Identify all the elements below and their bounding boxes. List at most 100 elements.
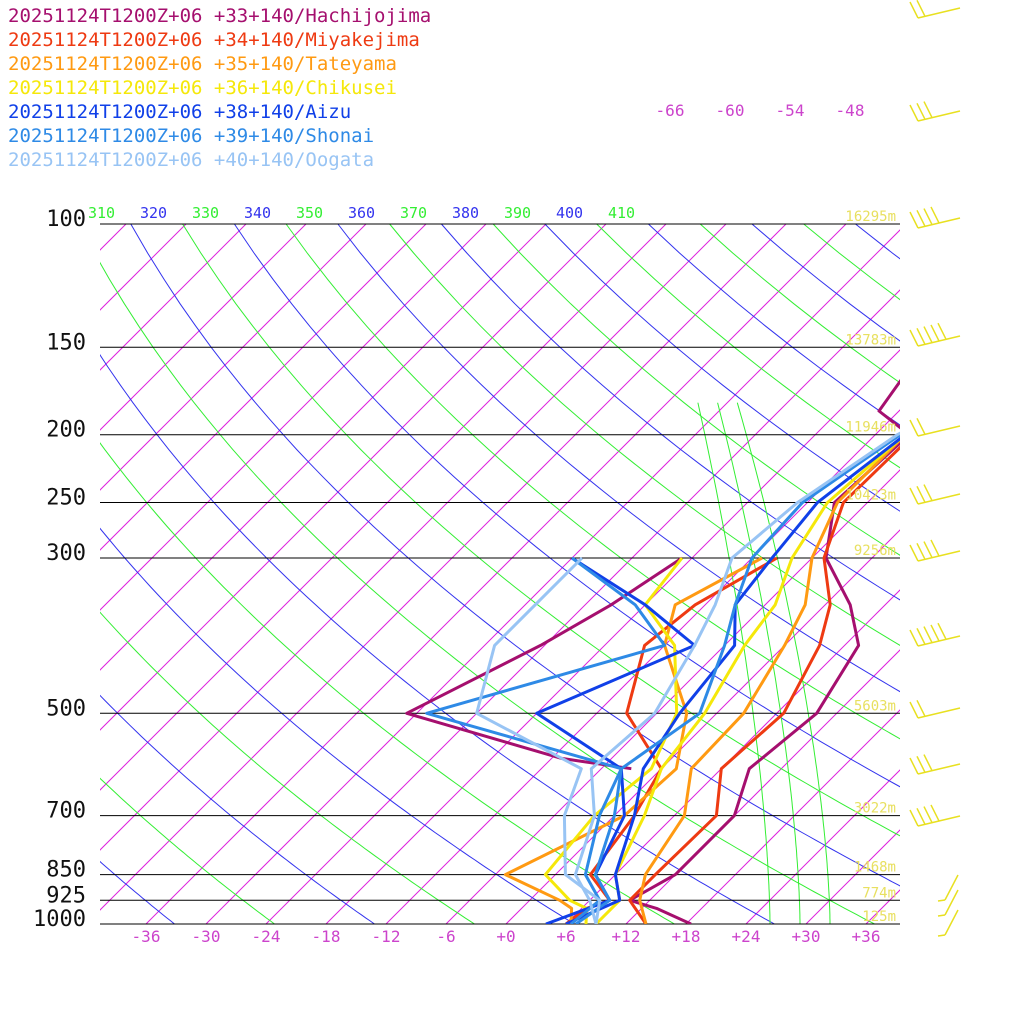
dry-adiabat [233, 223, 900, 788]
height-label: 10423m [845, 488, 896, 504]
barb-flag [923, 326, 933, 343]
x-tick-label: -24 [252, 927, 281, 946]
height-label: 13783m [845, 332, 896, 348]
theta-label: 390 [504, 204, 531, 222]
isotherms [100, 223, 1024, 924]
barb-shaft [917, 217, 961, 229]
background-lines [100, 223, 1024, 924]
temperature-line [594, 437, 900, 924]
pressure-grid [100, 223, 900, 925]
moist-adiabat [717, 402, 801, 924]
barb-shaft [917, 707, 961, 719]
wind-barbs [909, 0, 961, 937]
barb-flag [916, 485, 926, 503]
dry-adiabat [648, 223, 900, 426]
legend-item: 20251124T1200Z+06 +33+140/Hachijojima [8, 5, 432, 27]
theta-label: 310 [88, 204, 115, 222]
isotherm [625, 649, 900, 924]
theta-label: 350 [296, 204, 323, 222]
wind-barb [909, 484, 961, 505]
dry-adiabat [100, 527, 575, 924]
moist-adiabat [100, 442, 675, 924]
pressure-label: 250 [46, 486, 86, 511]
dry-adiabat [751, 223, 900, 342]
barb-flag [923, 754, 933, 771]
barb-shaft [944, 889, 959, 916]
legend-item: 20251124T1200Z+06 +34+140/Miyakejima [8, 29, 420, 51]
isotherm [385, 409, 900, 924]
barb-flag [923, 101, 933, 118]
barb-flag [930, 206, 940, 224]
pressure-label: 200 [46, 418, 86, 443]
dewpoint-line [425, 556, 667, 924]
barb-flag [909, 809, 919, 827]
barb-flag [909, 211, 919, 229]
barb-flag [916, 755, 926, 773]
profile-lines [405, 378, 900, 924]
legend-item: 20251124T1200Z+06 +39+140/Shonai [8, 125, 375, 147]
x-tick-label: -36 [132, 927, 161, 946]
pressure-label: 100 [46, 207, 86, 232]
wind-barb [937, 909, 959, 937]
pressure-label: 500 [46, 696, 86, 721]
barb-shaft [917, 335, 961, 347]
barb-flag [923, 208, 933, 225]
moist-adiabat [736, 402, 831, 924]
wind-barb [909, 622, 961, 647]
barb-flag [909, 1, 919, 19]
isotherm [100, 223, 667, 791]
barb-flag [937, 914, 946, 917]
pressure-label: 925 [46, 883, 86, 908]
wind-barb [909, 417, 961, 437]
x-tick-label: +18 [672, 927, 701, 946]
series-3 [543, 437, 900, 924]
isotherm [100, 223, 487, 611]
isotherm-label: -60 [716, 101, 745, 120]
isotherm [205, 229, 900, 924]
barb-flag [937, 622, 947, 640]
barb-flag [916, 417, 926, 435]
barb-flag [916, 102, 926, 120]
barb-flag [923, 541, 933, 558]
barb-shaft [917, 763, 961, 775]
isotherm [685, 709, 900, 924]
barb-shaft [917, 493, 961, 505]
barb-flag [937, 322, 947, 340]
theta-label: 410 [608, 204, 635, 222]
isotherm [100, 223, 787, 911]
legend-item: 20251124T1200Z+06 +35+140/Tateyama [8, 53, 397, 75]
isotherm [325, 349, 900, 924]
adiabats [100, 223, 900, 924]
x-tick-label: +36 [852, 927, 881, 946]
barb-flag [909, 629, 919, 647]
series-4 [535, 436, 900, 924]
barb-flag [916, 627, 926, 645]
barb-flag [937, 899, 946, 902]
barb-flag [916, 327, 926, 345]
isotherm [986, 224, 1024, 924]
x-tick-label: +0 [496, 927, 515, 946]
pressure-label: 700 [46, 799, 86, 824]
legend-item: 20251124T1200Z+06 +40+140/Oogata [8, 149, 375, 171]
wind-barb [909, 699, 961, 719]
height-label: 9256m [854, 543, 896, 559]
x-tick-label: +6 [556, 927, 575, 946]
axis-labels: 100 16295m 150 13783m 200 11946m 250 10423m 300 9… [33, 101, 896, 946]
height-label: 774m [862, 885, 896, 901]
barb-flag [930, 324, 940, 342]
temperature-line [628, 445, 900, 924]
isotherm [100, 223, 547, 671]
theta-label: 320 [140, 204, 167, 222]
barb-flag [923, 626, 933, 643]
theta-label: 370 [400, 204, 427, 222]
barb-flag [909, 419, 919, 437]
legend-item: 20251124T1200Z+06 +38+140/Aizu [8, 101, 352, 123]
barb-shaft [917, 425, 961, 437]
theta-label: 400 [556, 204, 583, 222]
wind-barb [909, 539, 961, 562]
barb-flag [930, 804, 940, 822]
temperature-line [638, 437, 900, 924]
barb-flag [909, 487, 919, 505]
temperature-line [573, 431, 900, 924]
